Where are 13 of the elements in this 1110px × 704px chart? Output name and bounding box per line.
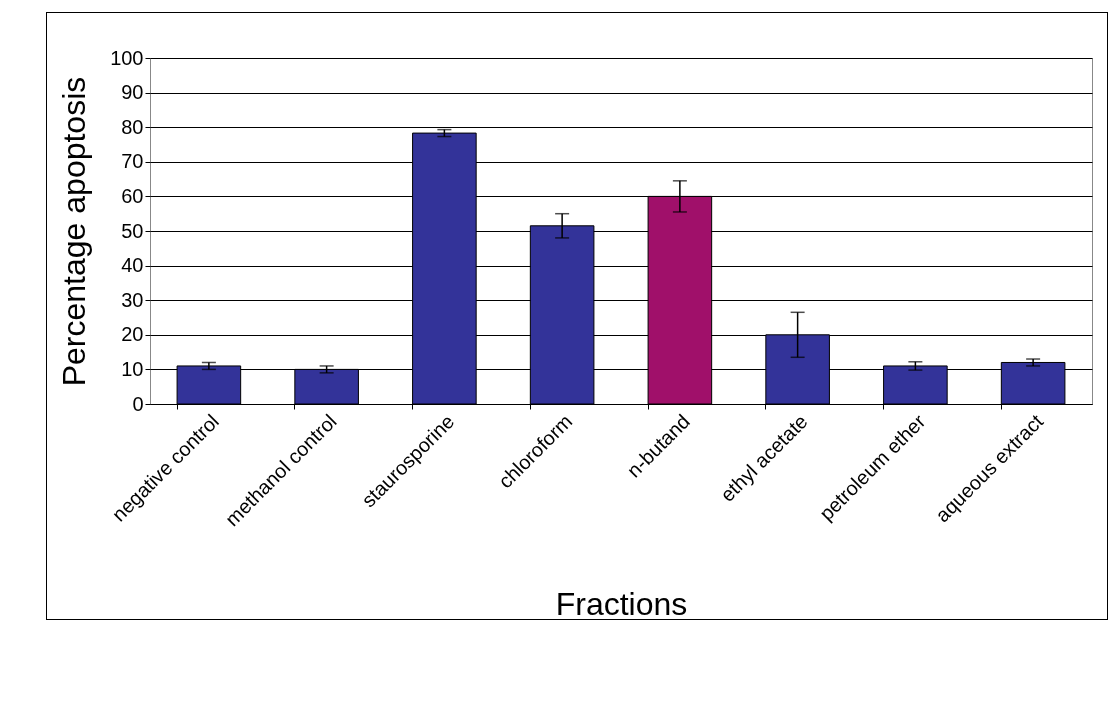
y-tick-label: 80	[121, 115, 144, 138]
y-tick-label: 40	[121, 254, 144, 277]
y-tick-label: 90	[121, 81, 144, 104]
x-axis-title: Fractions	[555, 586, 688, 623]
y-tick-label: 100	[110, 46, 144, 69]
y-tick-label: 50	[121, 219, 144, 242]
y-tick-label: 60	[121, 184, 144, 207]
y-tick-label: 10	[121, 357, 144, 380]
y-tick-label: 0	[132, 392, 144, 415]
y-tick-label: 30	[121, 288, 144, 311]
y-axis-title: Percentage apoptosis	[56, 76, 93, 387]
y-tick-label: 70	[121, 150, 144, 173]
y-tick-label: 20	[121, 323, 144, 346]
